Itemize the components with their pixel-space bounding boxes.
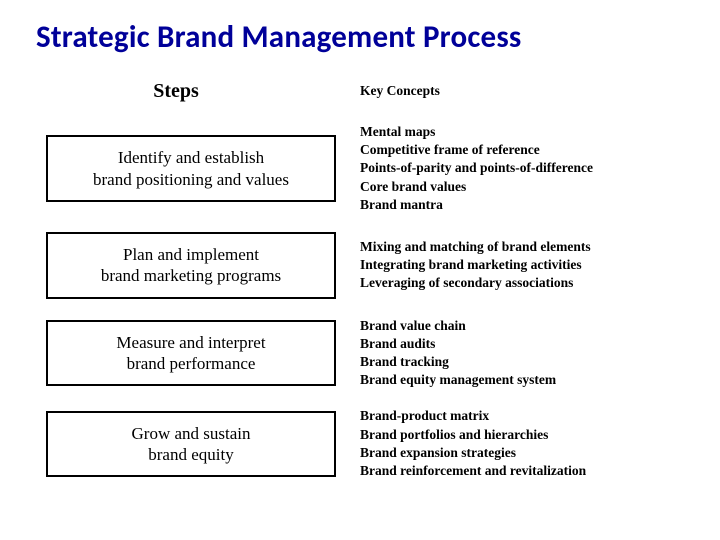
step-text-line: Identify and establish (54, 147, 328, 168)
column-header-steps: Steps (36, 80, 346, 103)
step-box: Plan and implement brand marketing progr… (46, 232, 336, 299)
page-title: Strategic Brand Management Process (36, 18, 692, 56)
concept-item: Points-of-parity and points-of-differenc… (360, 159, 698, 177)
concept-item: Mental maps (360, 123, 698, 141)
step-text-line: brand performance (54, 353, 328, 374)
step-box: Measure and interpret brand performance (46, 320, 336, 387)
concept-item: Competitive frame of reference (360, 141, 698, 159)
step-text-line: Plan and implement (54, 244, 328, 265)
step-box: Identify and establish brand positioning… (46, 135, 336, 202)
step-box: Grow and sustain brand equity (46, 411, 336, 478)
concept-item: Brand portfolios and hierarchies (360, 426, 698, 444)
step-text-line: brand marketing programs (54, 265, 328, 286)
step-text-line: Grow and sustain (54, 423, 328, 444)
concept-item: Brand-product matrix (360, 407, 698, 425)
step-text-line: brand equity (54, 444, 328, 465)
concepts-block: Brand value chain Brand audits Brand tra… (358, 317, 698, 390)
step-text-line: brand positioning and values (54, 169, 328, 190)
concept-item: Brand value chain (360, 317, 698, 335)
concepts-block: Mixing and matching of brand elements In… (358, 238, 698, 293)
concept-item: Leveraging of secondary associations (360, 274, 698, 292)
concept-item: Brand expansion strategies (360, 444, 698, 462)
concept-item: Brand reinforcement and revitalization (360, 462, 698, 480)
step-text-line: Measure and interpret (54, 332, 328, 353)
concept-item: Integrating brand marketing activities (360, 256, 698, 274)
concept-item: Brand tracking (360, 353, 698, 371)
column-header-concepts: Key Concepts (358, 82, 698, 100)
concept-item: Brand audits (360, 335, 698, 353)
concept-item: Brand mantra (360, 196, 698, 214)
slide: Strategic Brand Management Process Steps… (0, 0, 720, 540)
concepts-block: Brand-product matrix Brand portfolios an… (358, 407, 698, 480)
concepts-block: Mental maps Competitive frame of referen… (358, 123, 698, 214)
content-grid: Steps Key Concepts Identify and establis… (36, 80, 692, 480)
concept-item: Brand equity management system (360, 371, 698, 389)
concept-item: Mixing and matching of brand elements (360, 238, 698, 256)
concept-item: Core brand values (360, 178, 698, 196)
